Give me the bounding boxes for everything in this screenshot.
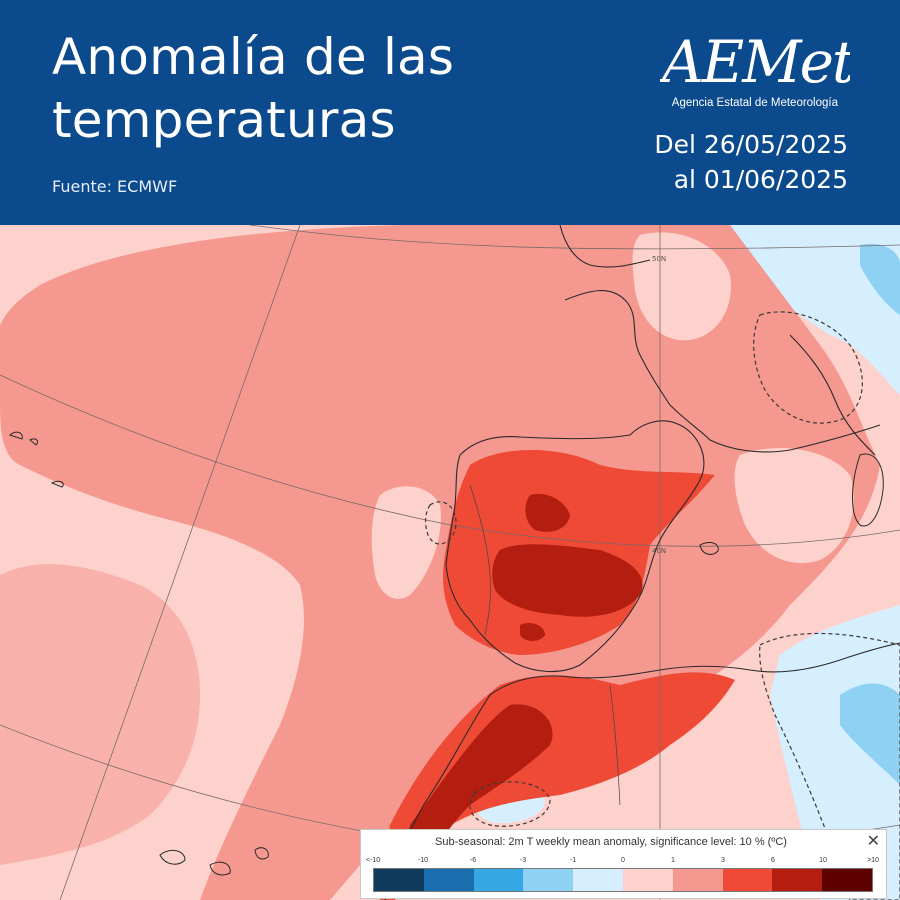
legend-tick-label: 0 (621, 857, 625, 864)
anomaly-pale-patch-portugal (371, 486, 441, 599)
coastline-balearics (699, 542, 719, 555)
legend-tick-label: >10 (867, 857, 879, 864)
legend-tick-label: -6 (469, 857, 477, 864)
legend-tick-label: 3 (721, 857, 725, 864)
significance-contour-portugal (424, 501, 457, 545)
legend-swatch (672, 869, 723, 891)
date-to: al 01/06/2025 (673, 165, 848, 194)
border-spain-portugal (469, 484, 491, 636)
legend-tick-label: <-10 (365, 857, 381, 864)
legend-tick-label: 10 (819, 857, 827, 864)
legend-tick-label: -3 (519, 857, 527, 864)
legend-swatch (822, 869, 872, 891)
legend-tick-label: -1 (569, 857, 577, 864)
graticule-lon-west (59, 225, 301, 900)
anomaly-very-strong-north-iberia (525, 493, 570, 532)
anomaly-pale-patch-north (632, 232, 731, 341)
coastline-azores (8, 431, 64, 488)
latitude-label-40n: 40N (652, 547, 666, 555)
source-label: Fuente: ECMWF (52, 177, 178, 196)
border-morocco-algeria (609, 684, 621, 806)
latitude-label-50n: 50N (652, 255, 666, 263)
coastline-iberia (445, 420, 705, 673)
anomaly-very-strong-south-iberia (520, 623, 545, 641)
anomaly-map: 50N 40N (0, 225, 900, 900)
title-line-2: temperaturas (52, 91, 396, 149)
coastline-italy (789, 334, 876, 456)
significance-contour-africa-spot (469, 781, 551, 827)
cold-area-northeast (720, 225, 900, 395)
legend-title: Sub-seasonal: 2m T weekly mean anomaly, … (435, 836, 787, 848)
significance-contour-east (753, 311, 863, 424)
legend-swatch (523, 869, 574, 891)
cold-area-corsica-sea (860, 243, 900, 315)
legend-tick-label: -10 (417, 857, 429, 864)
legend-swatch (374, 869, 424, 891)
aemet-logo-text: AEMet (660, 28, 850, 96)
legend-swatch (423, 869, 474, 891)
cold-area-southeast-deep (840, 683, 900, 785)
legend-panel: Sub-seasonal: 2m T weekly mean anomaly, … (360, 829, 887, 899)
cold-area-southeast (770, 605, 900, 900)
coastline-canary-islands (159, 847, 269, 876)
graticule-lat-middle (0, 374, 900, 547)
header-banner: Anomalía de las temperaturas Fuente: ECM… (0, 0, 900, 225)
anomaly-very-strong-africa (406, 704, 553, 885)
anomaly-pale-patch-mediterranean (734, 447, 854, 564)
coastline-africa (384, 642, 900, 900)
legend-swatch (722, 869, 773, 891)
title-line-1: Anomalía de las (52, 28, 455, 86)
legend-swatch (473, 869, 524, 891)
legend-color-bar (373, 868, 873, 892)
legend-tick-labels: <-10 -10 -6 -3 -1 0 1 3 6 10 >10 (365, 857, 879, 869)
legend-swatch (573, 869, 623, 891)
aemet-logo: AEMet (660, 28, 850, 96)
close-icon[interactable]: ✕ (866, 831, 880, 850)
coastline-britain (559, 225, 651, 268)
legend-tick-label: 1 (671, 857, 675, 864)
date-from: Del 26/05/2025 (654, 130, 848, 159)
legend-tick-label: 6 (771, 857, 775, 864)
date-range: Del 26/05/2025 al 01/06/2025 (654, 127, 848, 197)
legend-swatch (772, 869, 823, 891)
page-title: Anomalía de las temperaturas (52, 26, 612, 152)
anomaly-very-strong-central-iberia (492, 544, 643, 617)
coastline-france (564, 289, 881, 453)
legend-swatch (622, 869, 673, 891)
coastline-sardinia (852, 453, 884, 527)
graticule-lat-upper (249, 225, 900, 250)
agency-subtitle: Agencia Estatal de Meteorología (671, 97, 838, 109)
significance-contour-southeast (759, 632, 900, 900)
anomaly-field-moderate-west (0, 564, 200, 865)
